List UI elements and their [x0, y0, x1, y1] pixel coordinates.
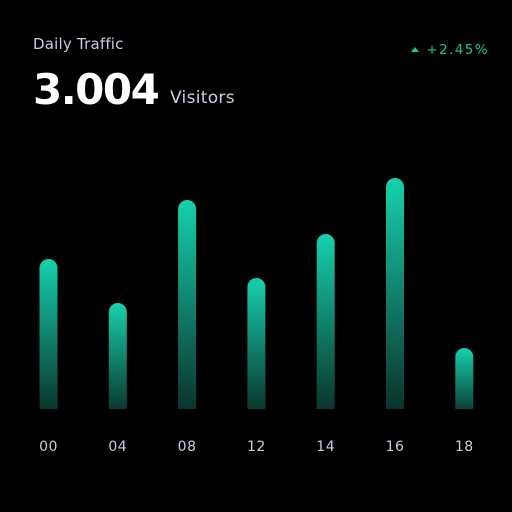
change-value: +2.45% [426, 42, 489, 58]
bar-04 [108, 303, 127, 409]
bar-14 [316, 234, 335, 409]
x-tick-label: 12 [247, 439, 266, 455]
triangle-up-icon [411, 46, 420, 52]
x-tick-label: 16 [386, 439, 405, 455]
x-tick-label: 00 [39, 439, 58, 455]
bar-12 [247, 278, 266, 409]
bar-00 [39, 259, 58, 409]
card-title: Daily Traffic [33, 35, 124, 53]
x-tick-label: 08 [178, 439, 197, 455]
bar-16 [386, 178, 404, 409]
bar-group [39, 178, 474, 409]
visitor-unit: Visitors [170, 88, 235, 108]
visitor-count: 3.004 [33, 65, 160, 114]
x-tick-label: 04 [108, 439, 127, 455]
bar-18 [455, 348, 474, 409]
x-tick-label: 18 [455, 439, 474, 455]
bar-08 [178, 200, 197, 409]
x-tick-label: 14 [316, 439, 335, 455]
change-indicator: +2.45% [411, 42, 489, 58]
x-axis-ticks: 00 04 08 12 14 16 18 [39, 439, 474, 455]
